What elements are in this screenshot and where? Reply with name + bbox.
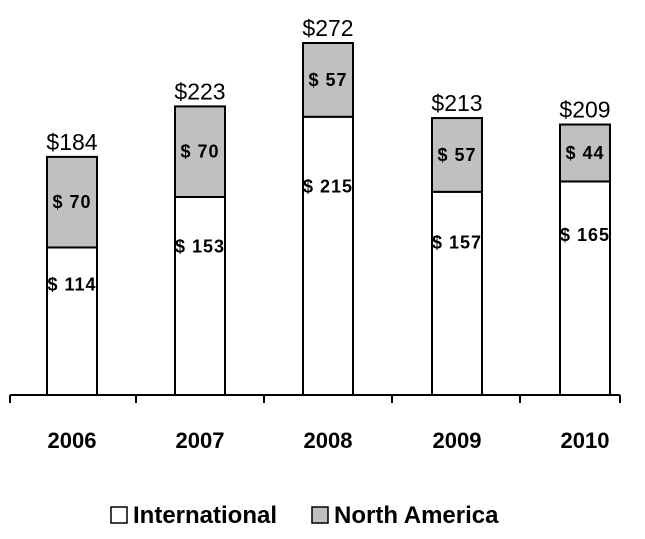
x-tick-label-2007: 2007: [176, 428, 225, 453]
bar-international-2007: [174, 196, 226, 396]
legend: International North America: [110, 502, 499, 529]
label-international-2009: $ 157: [432, 233, 482, 253]
bar-north-america-2010: [559, 123, 611, 183]
total-label-2008: $272: [302, 15, 353, 41]
total-label-2006: $184: [46, 129, 97, 155]
legend-swatch-north-america: [311, 506, 329, 524]
label-north-america-2006: $ 70: [52, 192, 91, 212]
x-tick-label-2006: 2006: [48, 428, 97, 453]
label-international-2010: $ 165: [560, 225, 610, 245]
legend-label-international: International: [133, 502, 277, 529]
x-tick-label-2010: 2010: [561, 428, 610, 453]
x-axis: [9, 394, 621, 403]
label-international-2007: $ 153: [175, 237, 225, 257]
bar-international-2010: [559, 180, 611, 396]
total-label-2010: $209: [559, 97, 610, 123]
x-tick-label-2008: 2008: [304, 428, 353, 453]
bar-north-america-2007: [174, 105, 226, 198]
bar-north-america-2008: [302, 42, 354, 118]
total-label-2009: $213: [431, 90, 482, 116]
label-international-2006: $ 114: [47, 274, 96, 294]
label-north-america-2007: $ 70: [180, 142, 219, 162]
labels-layer: $ 114 $ 70 $184 2006 $ 153 $ 70 $223 2007 $ 215 $…: [46, 15, 610, 453]
bars-layer: [46, 42, 611, 396]
label-north-america-2009: $ 57: [437, 145, 476, 165]
bar-international-2008: [302, 115, 354, 396]
bar-north-america-2009: [431, 117, 483, 193]
label-north-america-2010: $ 44: [565, 143, 604, 163]
legend-swatch-international: [110, 506, 128, 524]
x-tick-label-2009: 2009: [433, 428, 482, 453]
bar-international-2009: [431, 190, 483, 396]
legend-label-north-america: North America: [334, 502, 499, 529]
label-north-america-2008: $ 57: [308, 70, 347, 90]
total-label-2007: $223: [174, 78, 225, 104]
bar-international-2006: [46, 246, 98, 396]
bar-north-america-2006: [46, 155, 98, 249]
label-international-2008: $ 215: [303, 176, 353, 196]
